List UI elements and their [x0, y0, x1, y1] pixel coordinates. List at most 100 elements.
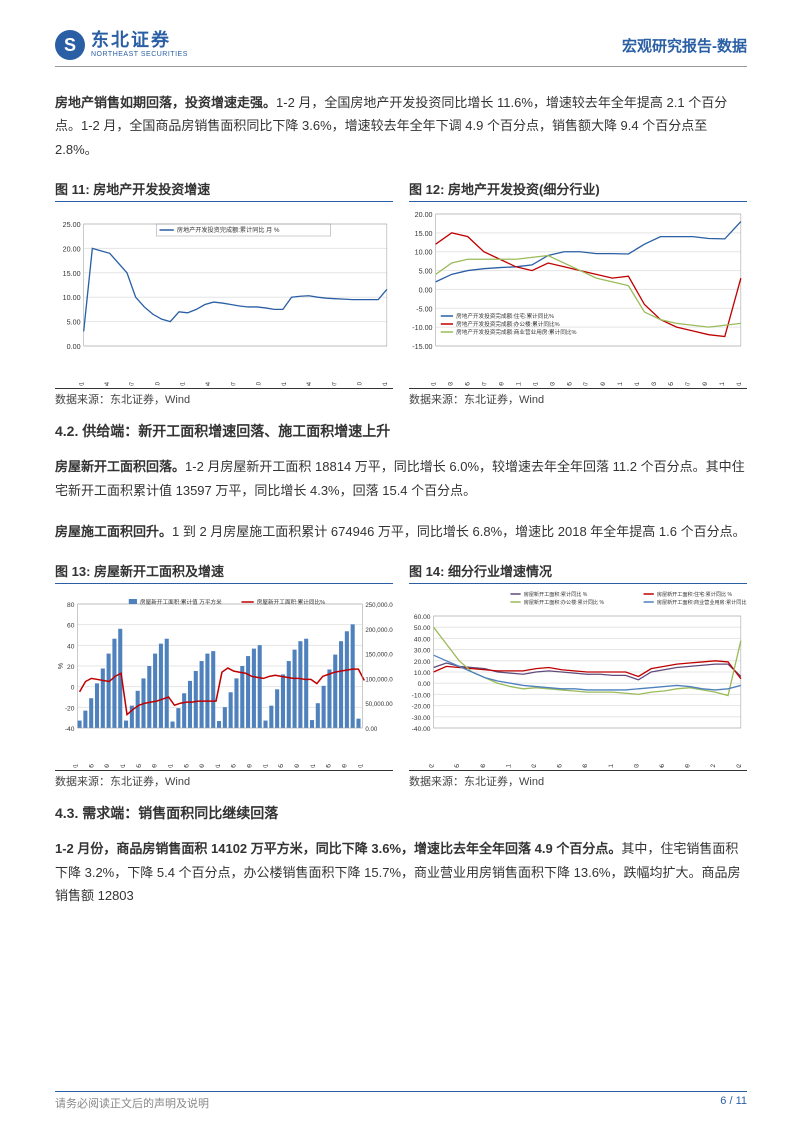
header-right-title: 宏观研究报告-数据: [622, 35, 747, 56]
svg-text:2018-05: 2018-05: [327, 764, 333, 769]
svg-text:2016-07: 2016-07: [130, 382, 136, 387]
chart-13-canvas: -40 -20 0 20 40 60 80 0.00 50,000.00 100,000.00 15…: [55, 588, 393, 768]
svg-text:50.00: 50.00: [414, 626, 431, 633]
svg-text:2016-10: 2016-10: [155, 382, 161, 387]
svg-text:-40.00: -40.00: [412, 726, 431, 733]
chart-11-title: 图 11: 房地产开发投资增速: [55, 179, 393, 202]
svg-text:房地产开发投资完成额:累计同比 月 %: 房地产开发投资完成额:累计同比 月 %: [177, 226, 280, 234]
svg-text:2018-03: 2018-03: [652, 382, 658, 387]
svg-text:40: 40: [67, 644, 75, 651]
logo-text-cn: 东北证券: [91, 31, 188, 51]
chart-12: 图 12: 房地产开发投资(细分行业) -15.00-10.00-5.000.0…: [409, 179, 747, 407]
svg-text:房屋新开工面积:累计同比 %: 房屋新开工面积:累计同比 %: [524, 591, 588, 598]
svg-text:0.00: 0.00: [418, 682, 431, 689]
svg-text:0.00: 0.00: [419, 287, 433, 295]
svg-text:房屋新开工面积:累计同比%: 房屋新开工面积:累计同比%: [257, 598, 325, 606]
svg-text:2016-01: 2016-01: [432, 382, 438, 387]
svg-text:2017-04: 2017-04: [206, 382, 212, 387]
svg-text:房屋新开工面积:住宅:累计同比 %: 房屋新开工面积:住宅:累计同比 %: [657, 591, 733, 598]
svg-text:2014-09: 2014-09: [153, 764, 159, 769]
chart-12-canvas: -15.00-10.00-5.000.005.0010.0015.0020.00…: [409, 206, 747, 386]
svg-text:2018-01: 2018-01: [311, 764, 317, 769]
paragraph-1: 房地产销售如期回落，投资增速走强。1-2 月，全国房地产开发投资同比增长 11.…: [55, 91, 747, 161]
chart-11-canvas: 0.005.0010.0015.0020.0025.002016-012016-…: [55, 206, 393, 386]
svg-text:2013-09: 2013-09: [105, 764, 111, 769]
svg-text:2017-01: 2017-01: [181, 382, 187, 387]
svg-text:2016-09: 2016-09: [499, 382, 505, 387]
svg-text:30.00: 30.00: [414, 648, 431, 655]
svg-text:2017-05: 2017-05: [567, 382, 573, 387]
svg-text:20: 20: [67, 664, 75, 671]
para1-bold: 房地产销售如期回落，投资增速走强。: [55, 95, 276, 110]
svg-text:5.00: 5.00: [67, 319, 81, 327]
svg-text:100,000.00: 100,000.00: [365, 678, 393, 684]
svg-text:2016-05: 2016-05: [455, 764, 461, 769]
svg-text:5.00: 5.00: [419, 268, 433, 276]
svg-text:2016-08: 2016-08: [481, 764, 487, 769]
svg-text:0: 0: [71, 685, 75, 692]
svg-text:20.00: 20.00: [63, 246, 81, 254]
svg-text:250,000.00: 250,000.00: [365, 603, 393, 609]
svg-text:2016-01: 2016-01: [80, 382, 86, 387]
logo-icon: S: [55, 30, 85, 60]
svg-text:2017-08: 2017-08: [583, 764, 589, 769]
chart-14-source: 数据来源：东北证券，Wind: [409, 770, 747, 789]
svg-text:60.00: 60.00: [414, 614, 431, 621]
footer-page-number: 6 / 11: [720, 1095, 747, 1111]
svg-text:2017-11: 2017-11: [618, 382, 624, 387]
footer-disclaimer: 请务必阅读正文后的声明及说明: [55, 1095, 209, 1111]
svg-text:2016-02: 2016-02: [430, 764, 436, 769]
chart-11: 图 11: 房地产开发投资增速 0.005.0010.0015.0020.002…: [55, 179, 393, 407]
page-header: S 东北证券 NORTHEAST SECURITIES 宏观研究报告-数据: [55, 30, 747, 67]
svg-text:2018-09: 2018-09: [342, 764, 348, 769]
svg-text:2015-01: 2015-01: [168, 764, 174, 769]
svg-text:房地产开发投资完成额:商业营业用房:累计同比%: 房地产开发投资完成额:商业营业用房:累计同比%: [456, 328, 576, 336]
svg-text:房地产开发投资完成额:住宅:累计同比%: 房地产开发投资完成额:住宅:累计同比%: [456, 312, 554, 320]
svg-text:25.00: 25.00: [63, 221, 81, 229]
svg-text:150,000.00: 150,000.00: [365, 653, 393, 659]
svg-text:-10.00: -10.00: [412, 693, 431, 700]
svg-text:-10.00: -10.00: [412, 324, 432, 332]
svg-text:80: 80: [67, 602, 75, 609]
svg-text:2018-06: 2018-06: [660, 764, 666, 769]
svg-text:0.00: 0.00: [365, 727, 378, 733]
svg-text:2016-09: 2016-09: [247, 764, 253, 769]
section-4-2-heading: 4.2. 供给端：新开工面积增速回落、施工面积增速上升: [55, 421, 747, 441]
svg-text:2016-03: 2016-03: [449, 382, 455, 387]
chart-14-canvas: -40.00-30.00-20.00-10.000.0010.0020.0030…: [409, 588, 747, 768]
svg-text:2017-02: 2017-02: [532, 764, 538, 769]
svg-text:-20: -20: [65, 706, 75, 713]
page-footer: 请务必阅读正文后的声明及说明 6 / 11: [55, 1091, 747, 1111]
svg-text:2018-07: 2018-07: [686, 382, 692, 387]
svg-text:2018-05: 2018-05: [669, 382, 675, 387]
chart-12-title: 图 12: 房地产开发投资(细分行业): [409, 179, 747, 202]
svg-text:-40: -40: [65, 726, 75, 733]
paragraph-3: 房屋施工面积回升。1 到 2 月房屋施工面积累计 674946 万平，同比增长 …: [55, 520, 747, 543]
para2-bold: 房屋新开工面积回落。: [55, 459, 185, 474]
svg-text:2018-01: 2018-01: [635, 382, 641, 387]
svg-text:2019-01: 2019-01: [358, 764, 364, 769]
svg-text:2016-04: 2016-04: [105, 382, 111, 387]
svg-text:2016-05: 2016-05: [232, 764, 238, 769]
svg-text:2017-10: 2017-10: [256, 382, 262, 387]
svg-text:2015-05: 2015-05: [184, 764, 190, 769]
svg-text:2018-03: 2018-03: [634, 764, 640, 769]
svg-text:60: 60: [67, 623, 75, 630]
svg-text:15.00: 15.00: [63, 270, 81, 278]
chart-13-title: 图 13: 房屋新开工面积及增速: [55, 561, 393, 584]
chart-14-title: 图 14: 细分行业增速情况: [409, 561, 747, 584]
logo: S 东北证券 NORTHEAST SECURITIES: [55, 30, 188, 60]
svg-text:房地产开发投资完成额:办公楼:累计同比%: 房地产开发投资完成额:办公楼:累计同比%: [456, 320, 560, 328]
chart-14: 图 14: 细分行业增速情况 -40.00-30.00-20.00-10.000…: [409, 561, 747, 789]
svg-text:2017-01: 2017-01: [533, 382, 539, 387]
svg-text:2018-01: 2018-01: [282, 382, 288, 387]
svg-text:10.00: 10.00: [415, 249, 433, 257]
svg-text:2019-02: 2019-02: [737, 764, 743, 769]
svg-text:50,000.00: 50,000.00: [365, 703, 393, 709]
svg-text:2017-03: 2017-03: [550, 382, 556, 387]
svg-text:%: %: [57, 663, 65, 670]
svg-text:2017-01: 2017-01: [263, 764, 269, 769]
svg-text:2018-09: 2018-09: [686, 764, 692, 769]
svg-text:40.00: 40.00: [414, 637, 431, 644]
svg-text:2018-07: 2018-07: [332, 382, 338, 387]
